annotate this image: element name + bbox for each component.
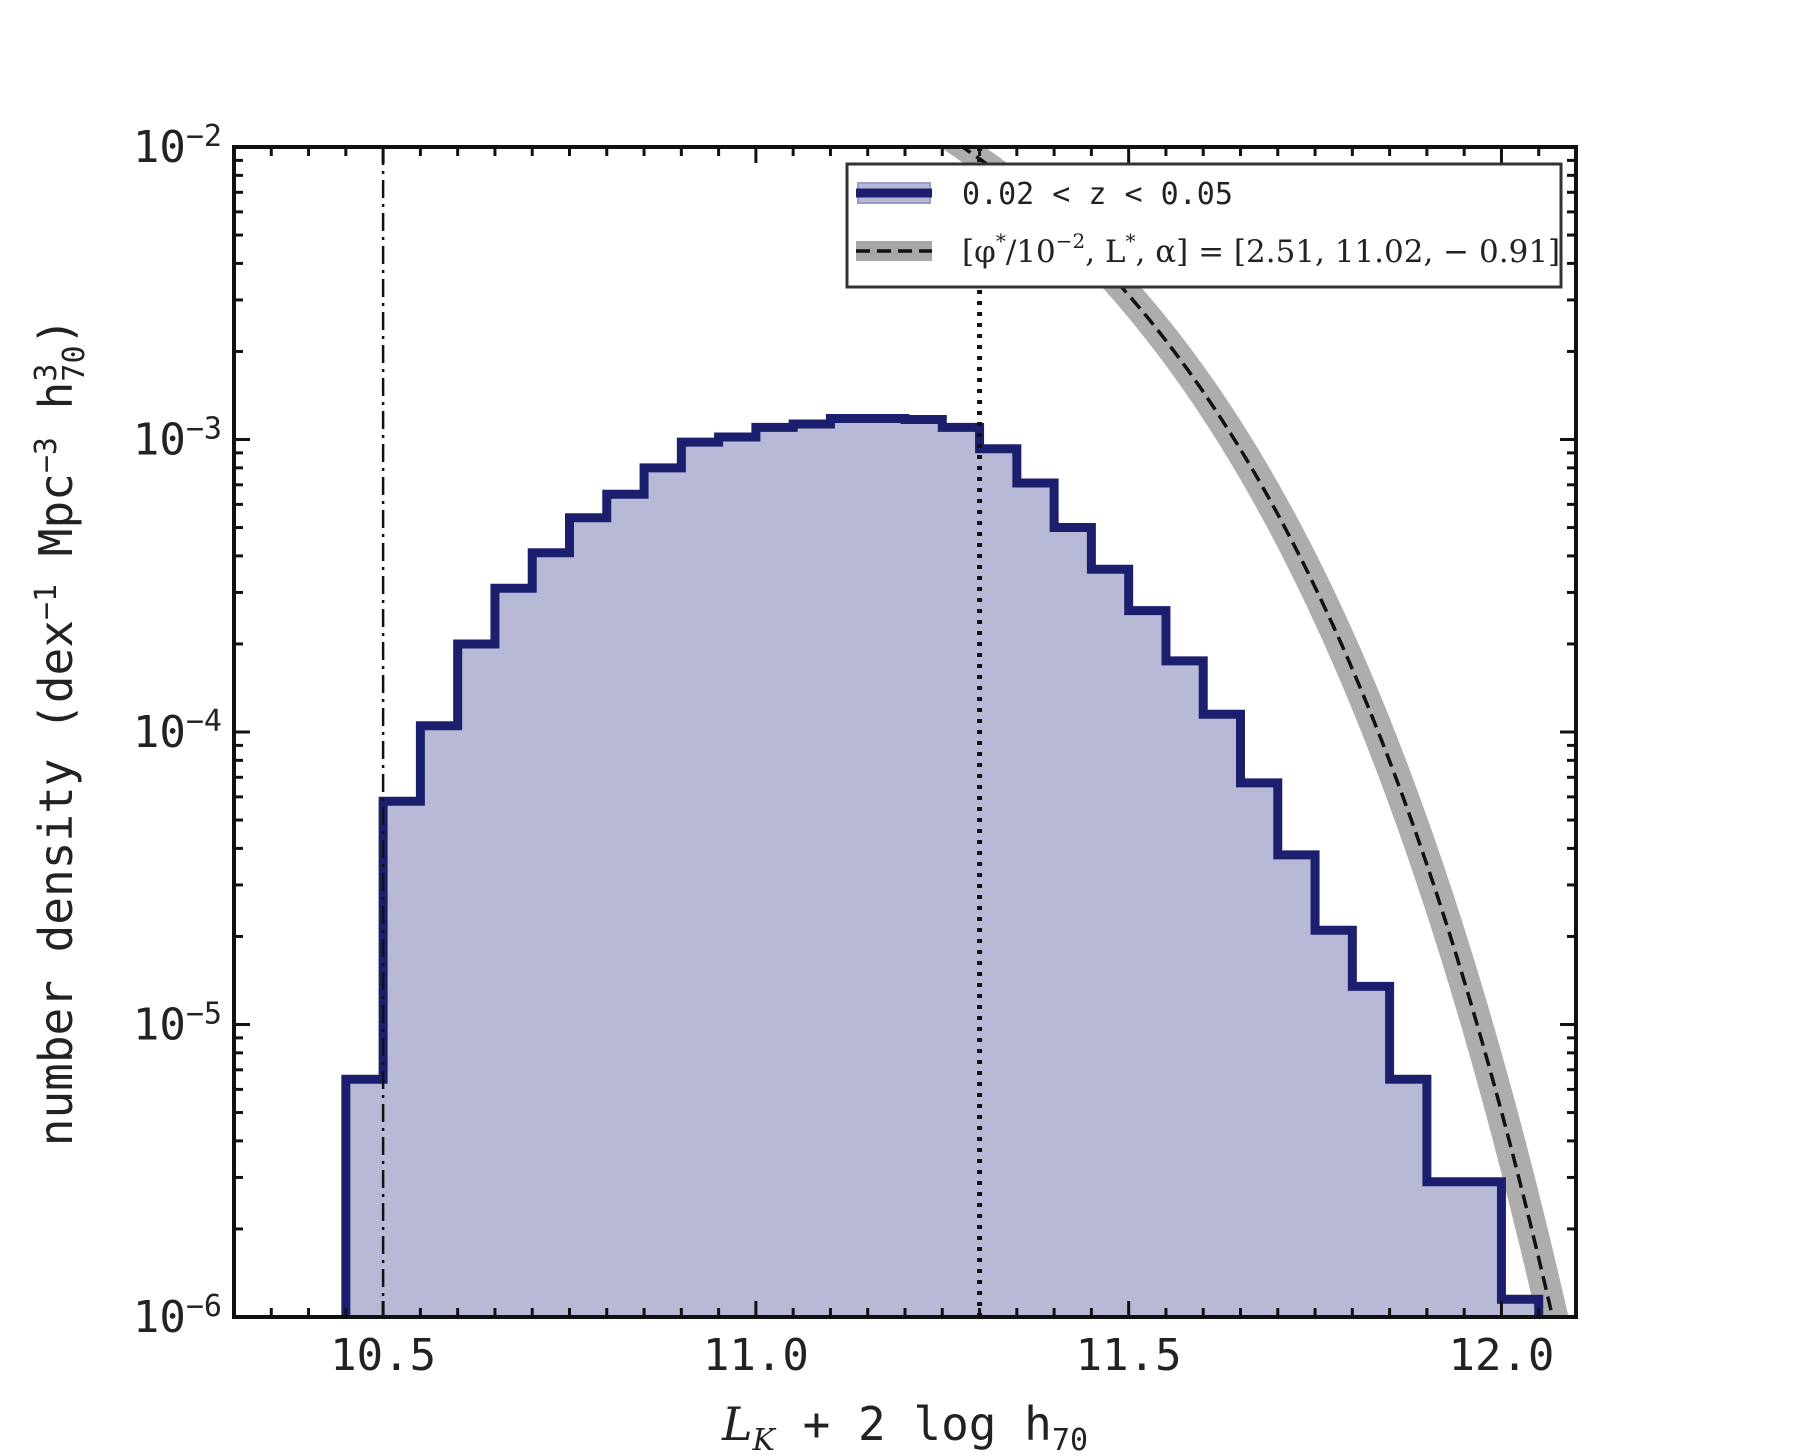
y-tick-label: 10−3 <box>133 412 222 466</box>
histogram-outline <box>341 413 1544 1317</box>
y-tick-label: 10−6 <box>133 1289 222 1343</box>
histogram-step-line <box>341 413 1544 1317</box>
histogram-area <box>345 418 1539 1317</box>
x-axis-label: LK + 2 log h70 <box>721 1397 1088 1455</box>
schechter-fit-line <box>959 147 1555 1317</box>
legend-box <box>845 162 1563 289</box>
y-axis-label: number density (dex−1 Mpc−3 h370) <box>29 318 92 1147</box>
x-tick-label: 10.5 <box>330 1330 436 1381</box>
x-tick-labels: 10.5 11.0 11.5 12.0 <box>330 1330 1554 1381</box>
legend-fit-swatch <box>856 241 932 261</box>
reference-lines <box>381 147 983 1317</box>
fit-curve <box>959 147 1555 1317</box>
legend-fit-label: [φ*/10−2, L*, α] = [2.51, 11.02, − 0.91] <box>962 229 1560 270</box>
legend: 0.02 < z < 0.05 [φ*/10−2, L*, α] = [2.51… <box>845 162 1563 289</box>
x-tick-label: 11.0 <box>703 1330 809 1381</box>
x-tick-label: 12.0 <box>1448 1330 1554 1381</box>
legend-hist-label: 0.02 < z < 0.05 <box>962 177 1233 212</box>
y-tick-labels: 10−6 10−5 10−4 10−3 10−2 <box>133 119 222 1343</box>
y-tick-label: 10−4 <box>133 704 222 758</box>
x-tick-label: 11.5 <box>1076 1330 1182 1381</box>
y-tick-label: 10−2 <box>133 119 222 173</box>
histogram-fill <box>345 418 1539 1317</box>
plot-frame <box>232 145 1578 1319</box>
y-tick-label: 10−5 <box>133 997 222 1051</box>
